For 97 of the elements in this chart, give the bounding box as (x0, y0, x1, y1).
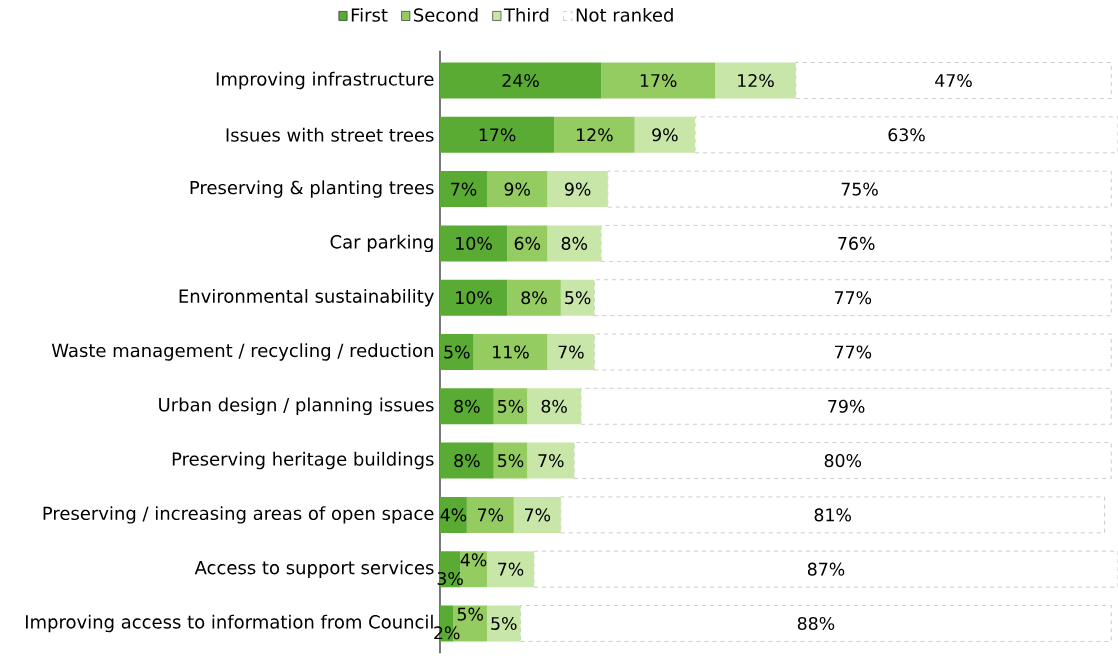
bar (439, 171, 487, 208)
data-label: 5% (491, 616, 517, 631)
data-label: 9% (564, 182, 591, 196)
data-label: 47% (935, 73, 972, 88)
y-tick-label: Preserving & planting trees (190, 180, 434, 198)
y-tick-label: Access to support services (194, 560, 434, 578)
data-label: 17% (640, 73, 677, 88)
bar (439, 388, 494, 425)
data-label: 17% (479, 128, 516, 142)
bar (560, 279, 595, 316)
bar (527, 442, 575, 479)
data-label: 12% (577, 128, 613, 142)
bar (486, 551, 534, 588)
bar (715, 62, 796, 99)
bar (473, 334, 548, 370)
bar (607, 170, 1112, 208)
bar (439, 334, 474, 370)
legend-label: Second (414, 7, 478, 22)
data-label: 7% (558, 345, 584, 359)
data-label: 8% (454, 399, 480, 413)
data-label: 6% (514, 236, 541, 250)
data-label: 11% (493, 345, 529, 359)
data-label: 80% (824, 454, 862, 468)
y-tick-label: Car parking (330, 234, 433, 253)
y-tick-label: Waste management / recycling / reduction (51, 343, 433, 361)
data-label: 5% (444, 345, 470, 359)
data-label: 4% (460, 553, 487, 567)
bar (439, 225, 508, 262)
bar (600, 225, 1112, 262)
data-label: 7% (525, 508, 551, 522)
bar (554, 116, 635, 153)
data-label: 77% (835, 291, 872, 305)
y-tick-label: Issues with street trees (226, 127, 434, 142)
data-label: 8% (541, 399, 567, 413)
data-label: 5% (498, 454, 524, 468)
bar (439, 442, 494, 479)
y-tick-label: Preserving / increasing areas of open space (43, 506, 434, 524)
y-tick-label: Preserving heritage buildings (172, 451, 434, 470)
data-label: 7% (538, 454, 564, 468)
y-tick-label: Improving access to information from Council (26, 614, 433, 633)
bar (634, 116, 696, 153)
bar (513, 496, 561, 533)
data-label: 9% (504, 182, 530, 196)
legend-label: Third (503, 7, 549, 22)
data-label: 4% (440, 508, 467, 522)
bar (466, 496, 514, 533)
data-label: 88% (797, 616, 835, 631)
bar (560, 496, 1105, 534)
data-label: 75% (841, 182, 878, 196)
data-label: 63% (888, 128, 925, 142)
y-tick-label: Environmental sustainability (179, 288, 434, 307)
bar (593, 279, 1112, 317)
bar (547, 225, 602, 262)
data-label: 10% (456, 291, 492, 305)
legend-label: First (351, 7, 388, 22)
data-label: 8% (454, 454, 480, 468)
y-tick-label: Improving infrastructure (216, 71, 434, 90)
data-label: 7% (498, 562, 524, 576)
bar (694, 116, 1118, 154)
data-label: 8% (521, 291, 547, 305)
data-label: 87% (807, 562, 845, 576)
legend-label: Not ranked (576, 7, 673, 22)
bar (486, 171, 548, 208)
bar (439, 496, 467, 533)
bar (601, 62, 716, 99)
bar (486, 605, 521, 642)
bar (547, 334, 595, 370)
data-label: 9% (652, 128, 678, 142)
data-label: 5% (457, 607, 483, 621)
bar (507, 225, 548, 262)
data-label: 10% (456, 236, 492, 250)
bar (580, 387, 1112, 425)
bar (593, 333, 1112, 371)
bar (493, 442, 528, 479)
data-label: 7% (478, 508, 504, 522)
bar (520, 605, 1112, 642)
bar (439, 62, 602, 99)
bar (547, 171, 608, 208)
bar (439, 116, 555, 153)
data-label: 79% (828, 399, 865, 413)
bar (795, 62, 1112, 99)
data-label: 5% (565, 291, 591, 305)
data-label: 81% (814, 508, 851, 522)
bar (527, 388, 581, 425)
data-label: 8% (561, 236, 588, 250)
data-label: 7% (451, 182, 477, 196)
bar (507, 279, 561, 316)
bar (493, 388, 528, 425)
data-label: 24% (502, 73, 539, 88)
bar (533, 550, 1118, 588)
data-label: 12% (738, 73, 774, 88)
bar (573, 442, 1112, 479)
data-label: 77% (835, 345, 872, 359)
data-label: 76% (838, 236, 875, 250)
bar (439, 279, 508, 316)
data-label: 5% (498, 399, 524, 413)
y-tick-label: Urban design / planning issues (159, 397, 434, 415)
